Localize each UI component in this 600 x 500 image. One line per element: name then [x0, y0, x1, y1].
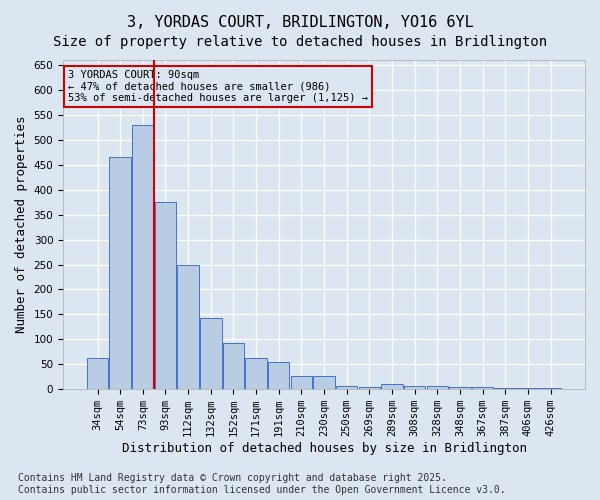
Bar [132, 125, 154, 389]
Bar [494, 388, 516, 389]
Bar [359, 386, 380, 389]
Y-axis label: Number of detached properties: Number of detached properties [15, 116, 28, 334]
Bar [540, 388, 561, 389]
Text: 3 YORDAS COURT: 90sqm
← 47% of detached houses are smaller (986)
53% of semi-det: 3 YORDAS COURT: 90sqm ← 47% of detached … [68, 70, 368, 103]
Bar [268, 362, 289, 389]
Bar [517, 388, 539, 389]
Bar [109, 158, 131, 389]
Bar [381, 384, 403, 389]
Bar [336, 386, 358, 389]
Text: Size of property relative to detached houses in Bridlington: Size of property relative to detached ho… [53, 35, 547, 49]
Bar [449, 387, 470, 389]
X-axis label: Distribution of detached houses by size in Bridlington: Distribution of detached houses by size … [122, 442, 527, 455]
Bar [427, 386, 448, 389]
Bar [290, 376, 312, 389]
Text: Contains HM Land Registry data © Crown copyright and database right 2025.
Contai: Contains HM Land Registry data © Crown c… [18, 474, 506, 495]
Bar [223, 343, 244, 389]
Bar [87, 358, 108, 389]
Bar [155, 202, 176, 389]
Text: 3, YORDAS COURT, BRIDLINGTON, YO16 6YL: 3, YORDAS COURT, BRIDLINGTON, YO16 6YL [127, 15, 473, 30]
Bar [178, 264, 199, 389]
Bar [313, 376, 335, 389]
Bar [245, 358, 267, 389]
Bar [472, 387, 493, 389]
Bar [404, 386, 425, 389]
Bar [200, 318, 221, 389]
